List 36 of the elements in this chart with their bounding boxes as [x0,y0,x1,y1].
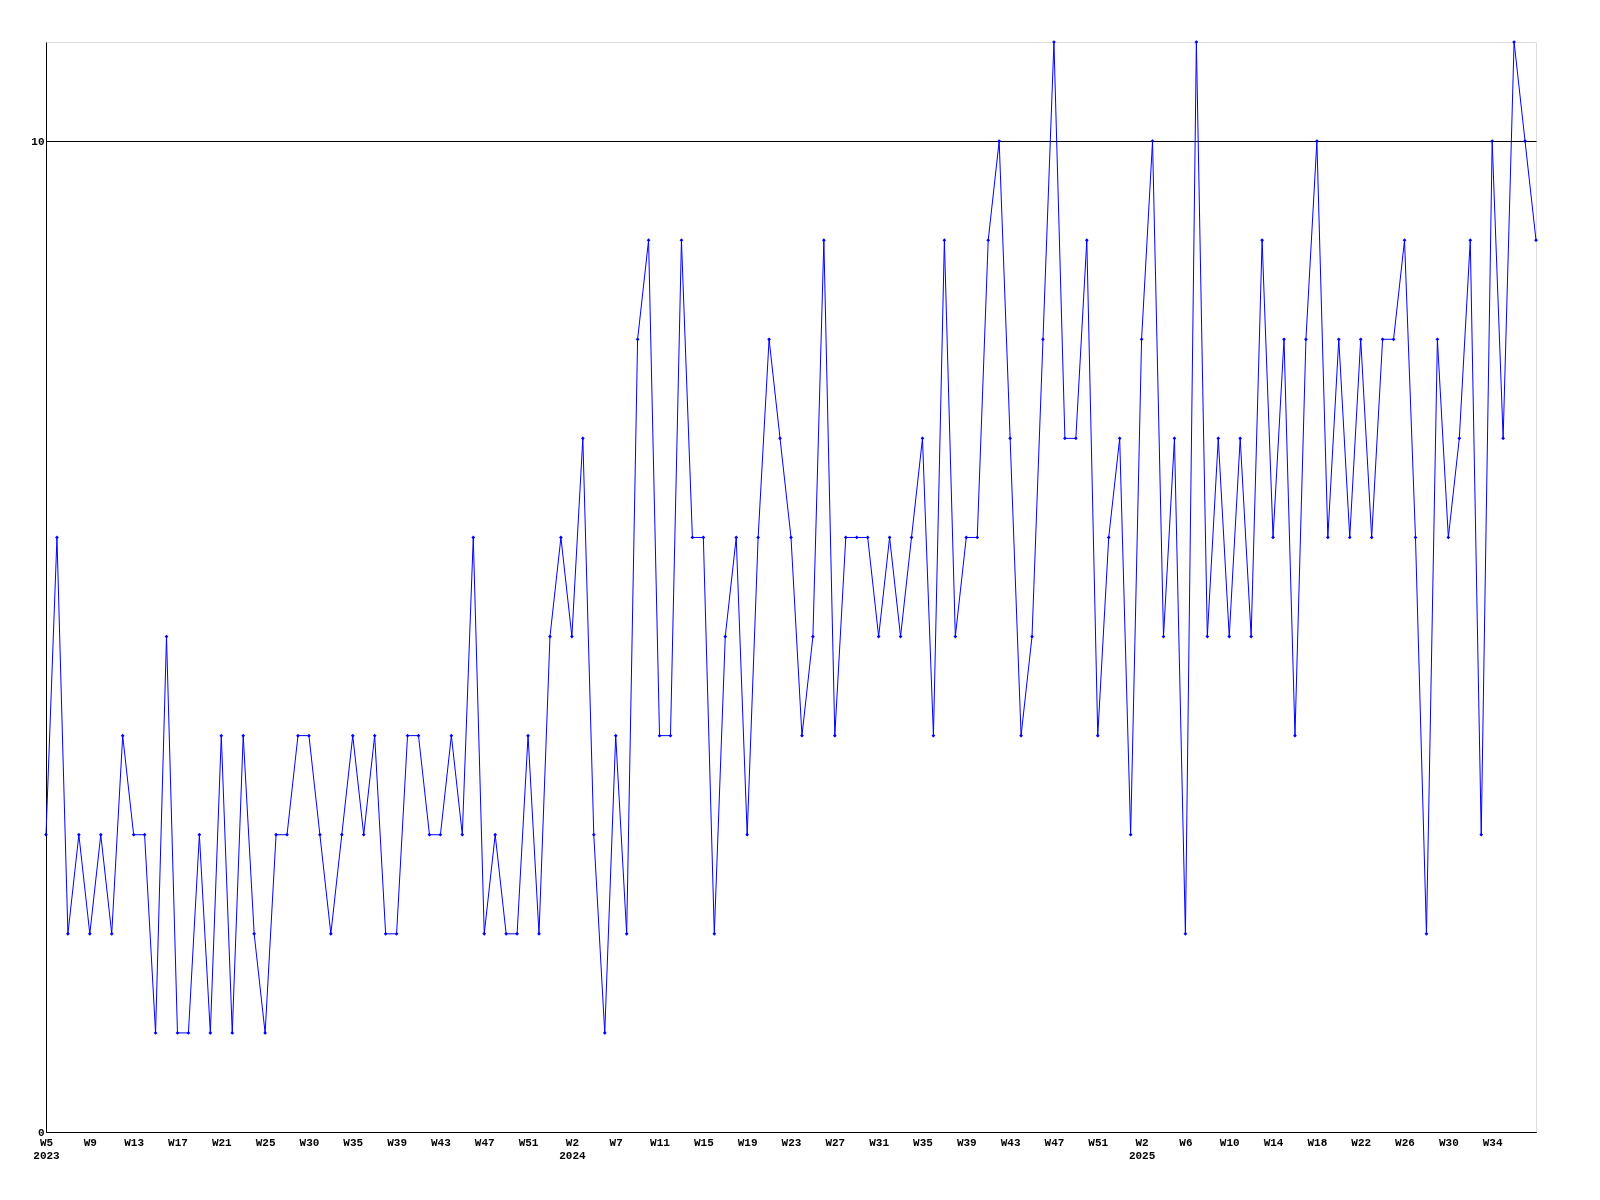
x-tick-label: W43 [431,1136,452,1149]
x-tick-label: W27 [825,1136,846,1149]
x-tick-label: W25 [255,1136,276,1149]
x-tick-label: W51 [518,1136,539,1149]
x-tick-label: W13 [124,1136,145,1149]
x-tick-label: W39 [387,1136,407,1149]
x-tick-label: W35 [343,1136,364,1149]
x-tick-label: W19 [737,1136,758,1149]
x-tick-label: W10 [1219,1136,1240,1149]
x-tick-label: W39 [956,1136,977,1149]
x-tick-label: W43 [1000,1136,1021,1149]
x-tick-label: W35 [913,1136,934,1149]
x-tick-label: W30 [299,1136,320,1149]
x-tick-label: W17 [168,1136,188,1149]
x-tick-label: W51 [1088,1136,1109,1149]
x-tick-label: W47 [474,1136,495,1149]
x-tick-label: W2 2024 [559,1136,586,1162]
x-tick-label: W34 [1482,1136,1503,1149]
x-tick-label: W11 [650,1136,671,1149]
x-tick-label: W2 2025 [1128,1136,1156,1162]
x-tick-label: W26 [1395,1136,1415,1149]
x-tick-label: W9 [83,1136,97,1149]
x-tick-label: W21 [211,1136,233,1149]
x-tick-label: W23 [781,1136,802,1149]
x-tick-label: W15 [693,1136,715,1149]
y-tick-label: 0 [37,1126,45,1139]
x-tick-label: W30 [1438,1136,1459,1149]
x-tick-label: W31 [869,1136,890,1149]
x-tick-label: W18 [1307,1136,1328,1149]
x-tick-label: W47 [1044,1136,1065,1149]
y-tick-label: 10 [31,135,45,148]
x-tick-label: W22 [1351,1136,1372,1149]
x-tick-label: W14 [1263,1136,1284,1149]
x-tick-label: W6 [1179,1136,1193,1149]
x-tick-label: W7 [609,1136,623,1149]
x-tick-label: W5 2023 [33,1136,61,1162]
